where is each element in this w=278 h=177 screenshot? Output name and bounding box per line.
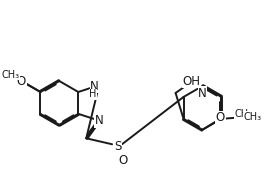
Text: CH₃: CH₃	[234, 109, 252, 119]
Text: N: N	[198, 87, 207, 100]
Text: CH₃: CH₃	[1, 70, 19, 80]
Text: O: O	[17, 75, 26, 88]
Text: O: O	[216, 111, 225, 124]
Text: CH₃: CH₃	[243, 112, 261, 122]
Text: O: O	[15, 76, 24, 88]
Text: OH: OH	[182, 75, 200, 88]
Text: H: H	[90, 89, 97, 99]
Text: S: S	[114, 140, 122, 153]
Text: N: N	[90, 80, 99, 93]
Text: O: O	[118, 154, 128, 167]
Text: O: O	[17, 75, 26, 88]
Text: N: N	[95, 114, 103, 127]
